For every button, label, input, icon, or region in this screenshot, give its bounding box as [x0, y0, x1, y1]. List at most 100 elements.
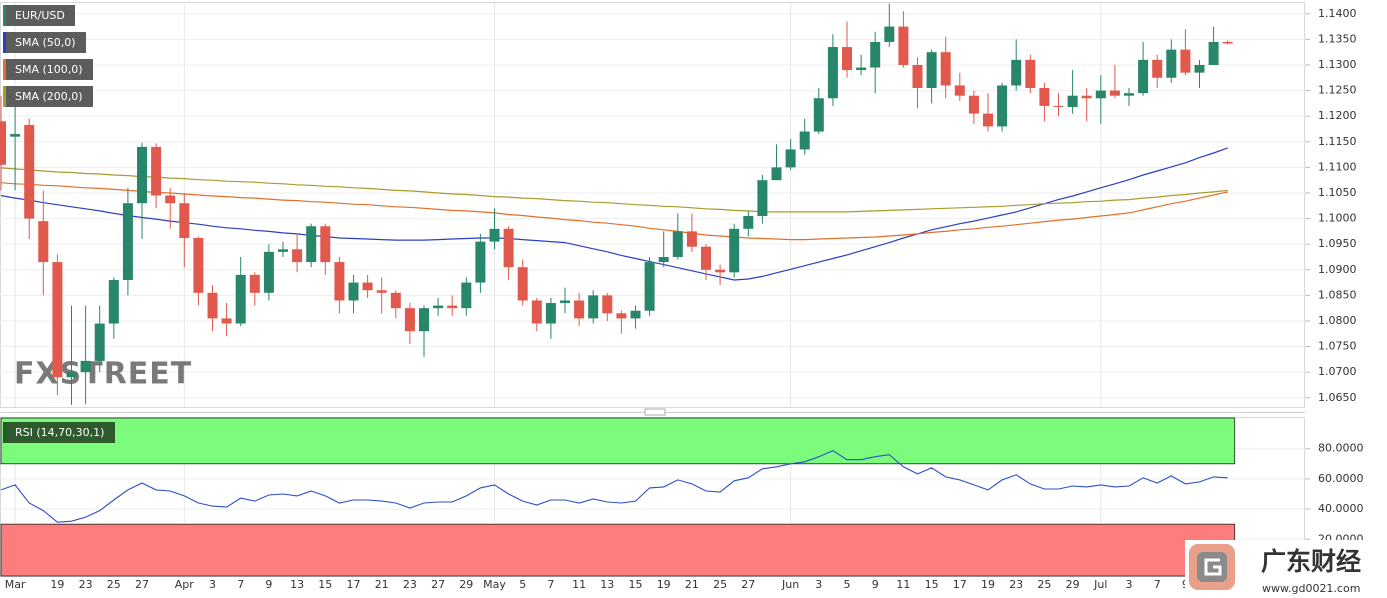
candle-body [348, 282, 359, 301]
y-tick-label: 80.0000 [1318, 442, 1364, 455]
candle-body [376, 290, 387, 293]
candle-body [1222, 41, 1233, 44]
candle-body [686, 231, 697, 247]
candle-body [362, 282, 373, 291]
candle-body [701, 246, 711, 270]
y-tick-label: 1.1250 [1318, 84, 1357, 97]
x-tick-label: 5 [844, 578, 851, 591]
legend-entry-swatch [3, 59, 6, 80]
x-tick-label: 17 [953, 578, 967, 591]
rsi-legend-box [3, 422, 115, 443]
logo-icon-inner [1197, 552, 1227, 582]
overbought-band [0, 417, 1236, 465]
candle-body [827, 47, 838, 99]
x-tick-label: 7 [237, 578, 244, 591]
x-tick-label: Jul [1093, 578, 1107, 591]
x-tick-label: 7 [547, 578, 554, 591]
candle-body [24, 124, 35, 219]
candle-body [983, 113, 993, 127]
sma-line [0, 167, 1228, 213]
candle-body [884, 26, 895, 42]
candle-body [743, 216, 754, 229]
y-tick-label: 1.0850 [1318, 288, 1357, 301]
x-tick-label: 3 [1126, 578, 1133, 591]
candle-body [404, 308, 415, 332]
candle-body [616, 313, 627, 319]
candle-body [545, 303, 556, 324]
candle-body [771, 167, 782, 181]
x-tick-label: 13 [600, 578, 614, 591]
candle-body [278, 249, 288, 252]
candle-body [1011, 59, 1022, 86]
candle-body [193, 238, 204, 293]
candle-body [672, 231, 683, 257]
sma-line [0, 182, 1228, 241]
candle-body [1053, 105, 1064, 107]
candle-body [66, 372, 77, 378]
y-tick-label: 1.0650 [1318, 391, 1357, 404]
y-tick-label: 1.1050 [1318, 186, 1357, 199]
axes: 1.0650 1.0700 1.0750 1.0800 1.0850 1.0900 1.09… [5, 7, 1364, 591]
x-tick-label: Apr [175, 578, 195, 591]
y-tick-label: 1.1200 [1318, 109, 1357, 122]
legend-entry-swatch [3, 32, 6, 53]
candle-body [517, 267, 528, 301]
candle-body [475, 241, 486, 283]
candle-body [630, 310, 641, 319]
rsi-bands [0, 417, 1236, 577]
x-tick-label: 23 [79, 578, 93, 591]
y-tick-label: 1.0750 [1318, 340, 1357, 353]
legend: EUR/USD SMA (50,0) SMA (100,0) SMA (200,0) R… [3, 5, 115, 443]
x-tick-label: 5 [519, 578, 526, 591]
x-tick-label: 19 [50, 578, 64, 591]
candle-body [306, 226, 317, 263]
candle-body [644, 262, 655, 311]
watermark: FXSTREET [14, 357, 192, 392]
x-tick-label: 29 [459, 578, 473, 591]
candle-body [729, 228, 740, 273]
candle-body [179, 203, 190, 239]
y-tick-label: 1.1100 [1318, 160, 1357, 173]
y-tick-label: 1.1000 [1318, 212, 1357, 225]
candle-body [137, 146, 147, 204]
rsi-legend-label: RSI (14,70,30,1) [15, 426, 104, 439]
candle-body [433, 305, 444, 309]
candle-body [1067, 95, 1078, 107]
candle-body [447, 305, 458, 309]
legend-entry-box [3, 86, 93, 107]
y-tick-label: 1.0800 [1318, 314, 1357, 327]
candle-body [249, 274, 260, 293]
candle-body [560, 300, 570, 304]
candle-body [489, 228, 500, 242]
candle-body [757, 180, 768, 217]
candle-body [856, 67, 867, 71]
x-tick-label: 11 [572, 578, 586, 591]
x-tick-label: 21 [685, 578, 699, 591]
x-tick-label: 19 [657, 578, 671, 591]
candle-body [80, 360, 91, 373]
x-tick-label: Mar [5, 578, 26, 591]
oversold-band [0, 523, 1236, 577]
candle-body [320, 226, 331, 263]
x-tick-label: 27 [431, 578, 445, 591]
legend-entry-label: SMA (100,0) [15, 63, 83, 76]
candle-body [419, 308, 429, 332]
x-tick-label: 21 [375, 578, 389, 591]
x-tick-label: 7 [1154, 578, 1161, 591]
y-tick-label: 1.0900 [1318, 263, 1357, 276]
pane-handle[interactable] [644, 408, 666, 416]
candle-body [1180, 49, 1191, 73]
candle-body [1095, 90, 1106, 99]
y-tick-label: 1.1400 [1318, 7, 1357, 20]
x-tick-label: 3 [209, 578, 216, 591]
legend-entry-box [3, 59, 93, 80]
x-tick-label: 13 [290, 578, 304, 591]
candle-body [94, 323, 105, 361]
x-tick-label: 15 [629, 578, 643, 591]
candle-body [799, 131, 810, 150]
candle-body [151, 146, 162, 196]
candle-body [954, 85, 965, 96]
candle-body [1138, 59, 1149, 94]
candle-body [1152, 59, 1163, 78]
